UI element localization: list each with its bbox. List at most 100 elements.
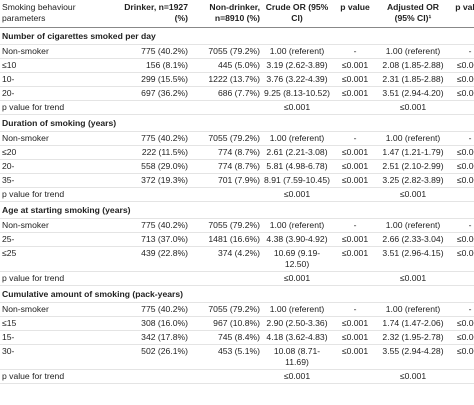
data-row: Non-smoker 775 (40.2%) 7055 (79.2%) 1.00 (r… [0,131,474,146]
cell: 7055 (79.2%) [190,302,262,317]
cell: 2.66 (2.33-3.04) [378,232,448,247]
cell: ≤0.001 [332,145,378,160]
cell: 439 (22.8%) [112,246,190,272]
cell: 20- [0,86,112,101]
empty-cell [190,187,262,202]
cell: ≤0.001 [448,316,474,331]
cell: Non-smoker [0,44,112,59]
cell: 686 (7.7%) [190,86,262,101]
header-cell: p value [332,0,378,28]
cell: 1.47 (1.21-1.79) [378,145,448,160]
header-cell: Smoking behaviour parameters [0,0,112,28]
section-row: Duration of smoking (years) [0,114,474,132]
cell: 342 (17.8%) [112,330,190,345]
cell: 1.74 (1.47-2.06) [378,316,448,331]
empty-cell [448,187,474,202]
cell: 30- [0,344,112,370]
cell: ≤0.001 [378,187,448,202]
cell: 372 (19.3%) [112,173,190,188]
cell: 374 (4.2%) [190,246,262,272]
cell: p value for trend [0,100,112,115]
table-body: Number of cigarettes smoked per day Non-s… [0,27,474,384]
cell: ≤0.001 [332,173,378,188]
cell: 308 (16.0%) [112,316,190,331]
cell: p value for trend [0,187,112,202]
cell: ≤0.001 [448,58,474,73]
empty-cell [332,100,378,115]
data-row: 10- 299 (15.5%) 1222 (13.7%) 3.76 (3.22-4.3… [0,72,474,87]
cell: - [332,218,378,233]
cell: ≤0.001 [448,330,474,345]
cell: ≤0.001 [262,100,332,115]
data-row: 30- 502 (26.1%) 453 (5.1%) 10.08 (8.71-11.6… [0,344,474,370]
cell: 775 (40.2%) [112,302,190,317]
cell: 1.00 (referent) [378,218,448,233]
cell: 3.55 (2.94-4.28) [378,344,448,370]
cell: 1.00 (referent) [378,44,448,59]
section-row: Age at starting smoking (years) [0,201,474,219]
header-row: Smoking behaviour parameters Drinker, n=1… [0,0,474,28]
cell: 35- [0,173,112,188]
cell: p value for trend [0,369,112,384]
empty-cell [190,369,262,384]
data-row: ≤25 439 (22.8%) 374 (4.2%) 10.69 (9.19-12.5… [0,246,474,272]
cell: 156 (8.1%) [112,58,190,73]
data-row: 35- 372 (19.3%) 701 (7.9%) 8.91 (7.59-10.45… [0,173,474,188]
cell: ≤0.001 [332,330,378,345]
cell: - [332,302,378,317]
section-title: Duration of smoking (years) [0,114,474,132]
cell: p value for trend [0,271,112,286]
cell: - [332,131,378,146]
cell: ≤10 [0,58,112,73]
cell: 2.32 (1.95-2.78) [378,330,448,345]
cell: 1.00 (referent) [262,218,332,233]
cell: 1.00 (referent) [262,131,332,146]
cell: ≤0.001 [448,173,474,188]
data-row: ≤15 308 (16.0%) 967 (10.8%) 2.90 (2.50-3.36… [0,316,474,331]
cell: 1.00 (referent) [262,44,332,59]
cell: 453 (5.1%) [190,344,262,370]
data-row: Non-smoker 775 (40.2%) 7055 (79.2%) 1.00 (r… [0,218,474,233]
section-title: Cumulative amount of smoking (pack-years… [0,285,474,303]
empty-cell [112,100,190,115]
empty-cell [190,100,262,115]
section-title: Number of cigarettes smoked per day [0,27,474,45]
cell: ≤0.001 [378,100,448,115]
data-row: 20- 558 (29.0%) 774 (8.7%) 5.81 (4.98-6.78)… [0,159,474,174]
cell: ≤0.001 [448,159,474,174]
cell: 701 (7.9%) [190,173,262,188]
cell: 502 (26.1%) [112,344,190,370]
cell: 2.61 (2.21-3.08) [262,145,332,160]
cell: 299 (15.5%) [112,72,190,87]
cell: - [332,44,378,59]
cell: 15- [0,330,112,345]
cell: ≤25 [0,246,112,272]
cell: 713 (37.0%) [112,232,190,247]
cell: Non-smoker [0,218,112,233]
cell: 3.51 (2.96-4.15) [378,246,448,272]
cell: 774 (8.7%) [190,145,262,160]
cell: 3.76 (3.22-4.39) [262,72,332,87]
cell: 2.08 (1.85-2.88) [378,58,448,73]
cell: Non-smoker [0,302,112,317]
header-cell: Drinker, n=1927 (%) [112,0,190,28]
cell: ≤0.001 [378,271,448,286]
cell: ≤0.001 [332,246,378,272]
cell: - [448,218,474,233]
data-row: ≤10 156 (8.1%) 445 (5.0%) 3.19 (2.62-3.89) ≤… [0,58,474,73]
empty-cell [448,100,474,115]
section-row: Number of cigarettes smoked per day [0,27,474,45]
data-row: p value for trend ≤0.001 ≤0.001 [0,369,474,384]
cell: 1.00 (referent) [262,302,332,317]
cell: ≤0.001 [448,232,474,247]
cell: ≤0.001 [332,316,378,331]
data-row: Non-smoker 775 (40.2%) 7055 (79.2%) 1.00 (r… [0,44,474,59]
empty-cell [332,187,378,202]
empty-cell [112,187,190,202]
cell: ≤0.001 [448,145,474,160]
header-cell: Adjusted OR (95% CI)¹ [378,0,448,28]
cell: ≤0.001 [448,246,474,272]
cell: 774 (8.7%) [190,159,262,174]
cell: ≤0.001 [378,369,448,384]
